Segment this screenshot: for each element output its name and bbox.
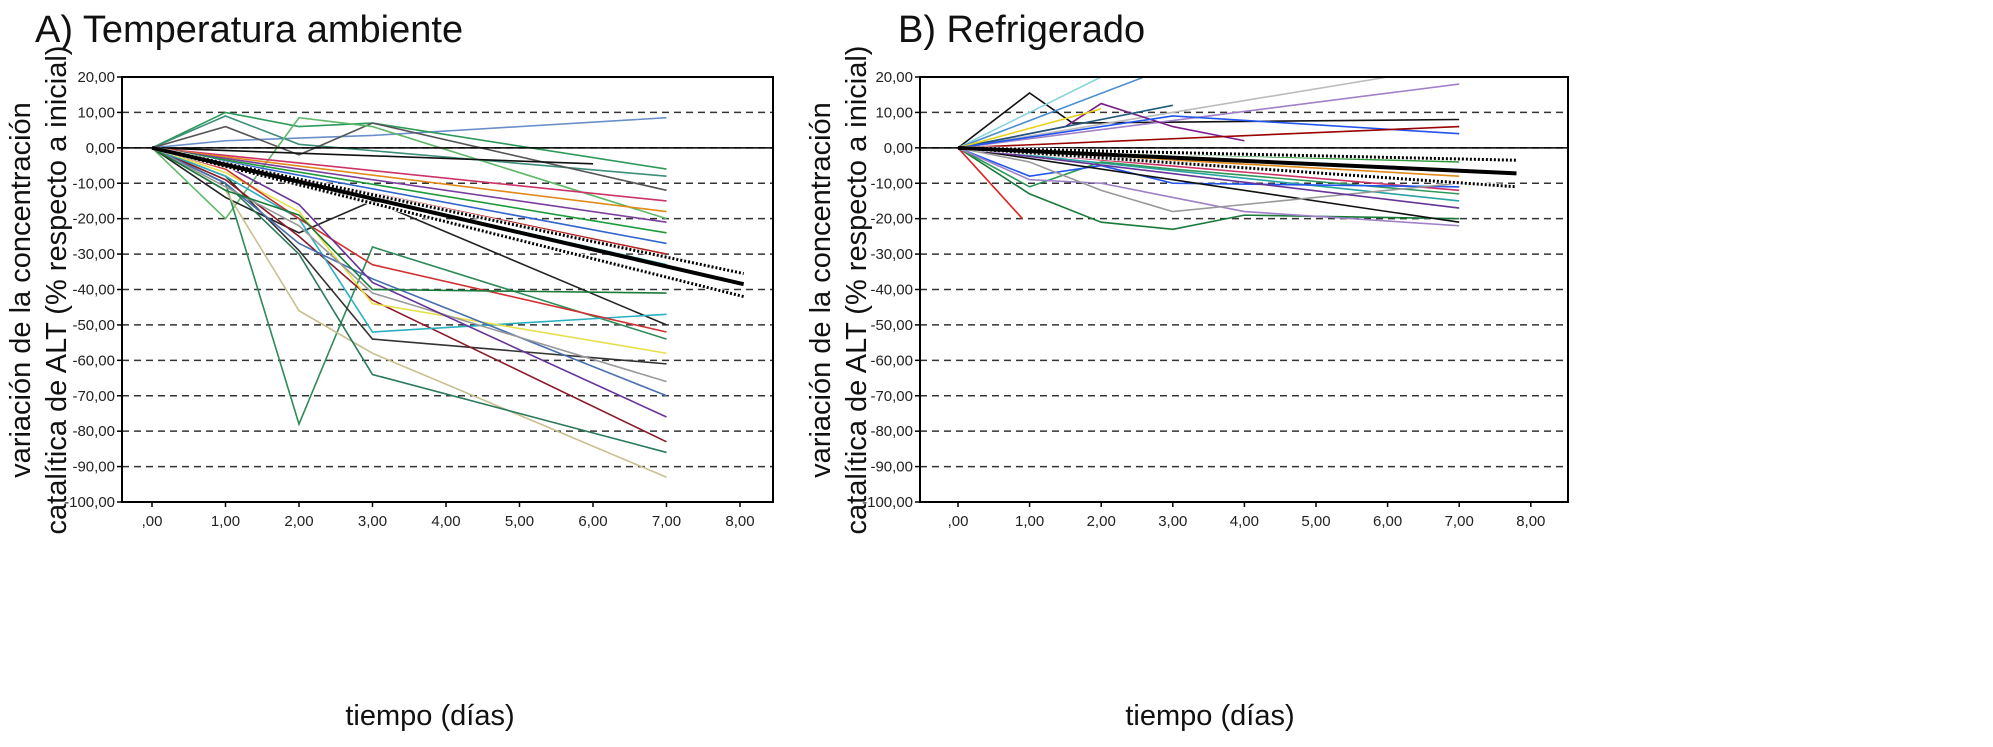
regression-fit-line (957, 145, 1517, 176)
series-line (151, 147, 667, 478)
y-tick-label: 0,00 (86, 140, 115, 157)
plot-frame (121, 76, 774, 503)
panel-b-ylabel-line1: variación de la concentración (805, 102, 837, 478)
panel-b-title: B) Refrigerado (898, 9, 1145, 51)
panel-b-xlabel: tiempo (días) (1125, 700, 1294, 732)
y-tick-label: -40,00 (870, 282, 913, 299)
x-tick-label: 2,00 (1087, 513, 1116, 530)
series-line (957, 147, 1024, 220)
series-line (151, 147, 667, 294)
series-line (151, 147, 667, 213)
y-tick-label: 10,00 (77, 104, 115, 121)
series-line (151, 147, 667, 326)
series-line (151, 116, 667, 149)
series-line (957, 147, 1460, 195)
series-line (151, 122, 667, 192)
y-tick-label: -30,00 (870, 246, 913, 263)
series-line (957, 76, 1145, 149)
x-tick-label: 5,00 (505, 513, 534, 530)
y-tick-label: -70,00 (870, 388, 913, 405)
x-tick-label: 8,00 (1516, 513, 1545, 530)
series-line (151, 147, 667, 234)
x-tick-label: ,00 (948, 513, 969, 530)
x-tick-label: 6,00 (1373, 513, 1402, 530)
confidence-interval-line (957, 146, 1517, 162)
x-tick-label: 5,00 (1301, 513, 1330, 530)
series-line (957, 147, 1460, 227)
y-tick-label: -100,00 (862, 494, 913, 511)
y-tick-label: -10,00 (870, 175, 913, 192)
y-tick-label: -80,00 (870, 423, 913, 440)
series-line (151, 147, 667, 355)
panel-b-ylabel-line2: catalítica de ALT (% respecto a inicial) (841, 46, 873, 535)
x-tick-label: 8,00 (725, 513, 754, 530)
panel-a-ylabel-line2: catalítica de ALT (% respecto a inicial) (41, 46, 73, 535)
series-line (957, 83, 1460, 149)
x-tick-label: 2,00 (284, 513, 313, 530)
confidence-interval-line (151, 146, 745, 299)
y-tick-label: -80,00 (72, 423, 115, 440)
y-tick-label: -50,00 (870, 317, 913, 334)
x-tick-label: 7,00 (652, 513, 681, 530)
plot-frame (919, 76, 1569, 503)
panel-a-ylabel-line1: variación de la concentración (5, 102, 37, 478)
y-tick-label: -20,00 (870, 211, 913, 228)
y-tick-label: -10,00 (72, 175, 115, 192)
series-line (957, 76, 1102, 149)
series-line (151, 116, 667, 220)
y-tick-label: -90,00 (72, 459, 115, 476)
x-tick-label: 6,00 (578, 513, 607, 530)
series-line (957, 104, 1173, 149)
y-tick-label: -50,00 (72, 317, 115, 334)
y-tick-label: -60,00 (870, 352, 913, 369)
series-line (957, 147, 1460, 231)
series-line (957, 125, 1460, 149)
series-line (151, 147, 667, 443)
y-tick-label: -100,00 (64, 494, 115, 511)
panel-a-title: A) Temperatura ambiente (35, 9, 463, 51)
x-tick-label: 4,00 (1230, 513, 1259, 530)
series-line (151, 147, 667, 397)
y-tick-label: 20,00 (77, 69, 115, 86)
series-line (151, 111, 667, 170)
y-tick-label: -20,00 (72, 211, 115, 228)
panel-b-refrigerado: B) Refrigerado variación de la concentra… (805, 9, 1569, 732)
y-tick-label: -70,00 (72, 388, 115, 405)
y-tick-label: -60,00 (72, 352, 115, 369)
x-tick-label: 4,00 (431, 513, 460, 530)
x-tick-label: 7,00 (1445, 513, 1474, 530)
panel-a-xlabel: tiempo (días) (345, 700, 514, 732)
x-tick-label: ,00 (142, 513, 163, 530)
y-tick-label: 10,00 (875, 104, 913, 121)
series-line (957, 147, 1460, 209)
y-tick-label: -90,00 (870, 459, 913, 476)
regression-fit-line (151, 145, 745, 287)
series-line (957, 91, 1460, 149)
x-tick-label: 3,00 (1158, 513, 1187, 530)
series-line (151, 147, 667, 202)
series-line (957, 147, 1460, 223)
series-line (151, 147, 594, 165)
panel-a-temperatura-ambiente: A) Temperatura ambiente variación de la … (5, 9, 774, 732)
confidence-interval-line (957, 146, 1517, 189)
series-line (957, 115, 1460, 149)
x-tick-label: 1,00 (211, 513, 240, 530)
y-tick-label: 0,00 (884, 140, 913, 157)
series-line (957, 147, 1460, 213)
y-tick-label: 20,00 (875, 69, 913, 86)
x-tick-label: 1,00 (1015, 513, 1044, 530)
series-line (151, 147, 667, 383)
y-tick-label: -40,00 (72, 282, 115, 299)
y-tick-label: -30,00 (72, 246, 115, 263)
series-line (957, 76, 1388, 149)
series-line (151, 147, 667, 224)
series-line (151, 147, 667, 245)
x-tick-label: 3,00 (358, 513, 387, 530)
series-line (957, 108, 1102, 149)
